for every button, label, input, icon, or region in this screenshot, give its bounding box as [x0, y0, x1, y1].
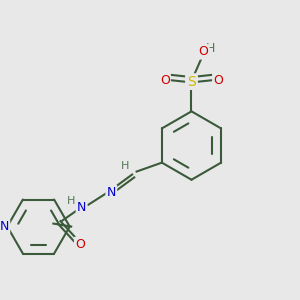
Text: O: O — [198, 45, 208, 58]
Text: O: O — [160, 74, 170, 87]
Text: H: H — [206, 42, 215, 56]
Text: S: S — [187, 75, 196, 88]
Text: N: N — [77, 201, 86, 214]
Text: N: N — [0, 220, 9, 233]
Text: N: N — [106, 186, 116, 199]
Text: H: H — [121, 160, 129, 171]
Text: O: O — [213, 74, 223, 87]
Text: O: O — [75, 238, 85, 251]
Text: H: H — [67, 196, 75, 206]
